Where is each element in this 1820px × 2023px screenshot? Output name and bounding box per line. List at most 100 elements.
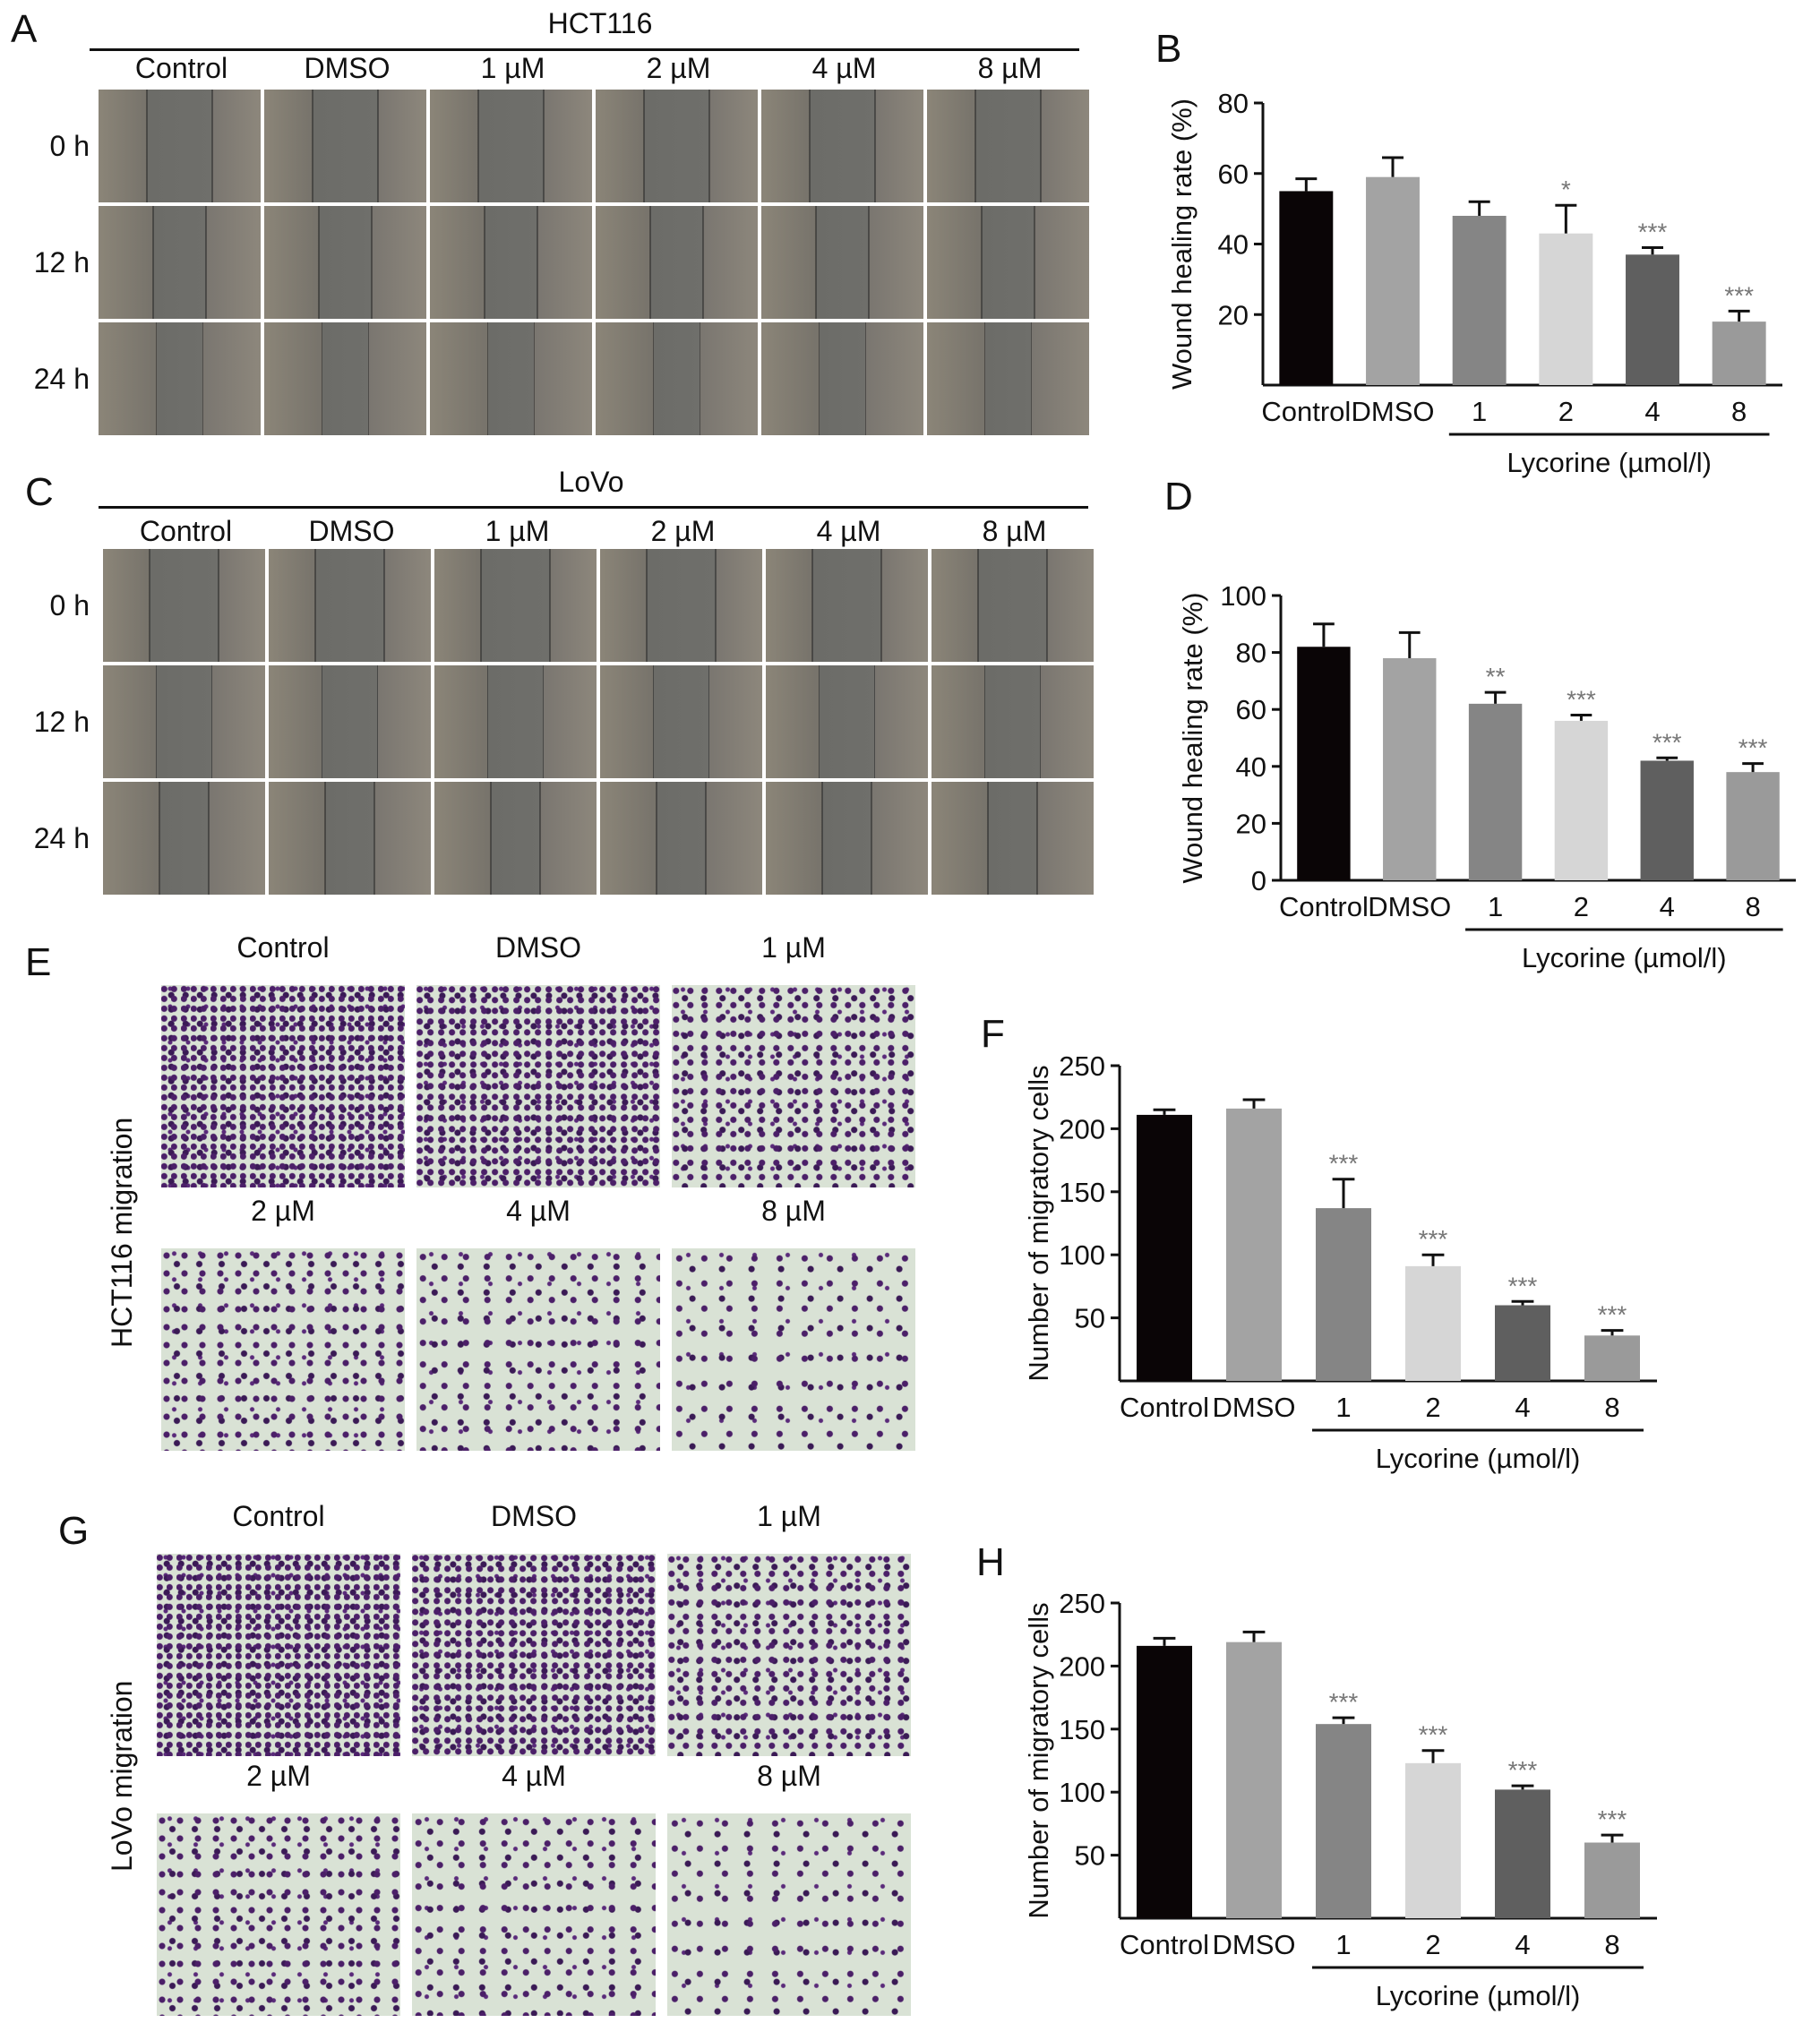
y-tick-label: 150 [1059, 1177, 1105, 1208]
panel-letter-b: B [1155, 27, 1182, 71]
y-tick-label: 50 [1075, 1303, 1105, 1334]
x-tick-label: 1 [1335, 1392, 1351, 1423]
y-tick-label: 100 [1220, 580, 1266, 612]
panel-a-micrograph [264, 206, 426, 319]
x-tick-label: Control [1120, 1929, 1209, 1960]
bar [1137, 1114, 1192, 1381]
panel-c-micrograph [269, 782, 431, 895]
bar [1316, 1208, 1371, 1381]
panel-e-label: DMSO [495, 931, 581, 964]
bar [1366, 176, 1420, 385]
y-tick-label: 200 [1059, 1113, 1105, 1144]
y-tick-label: 250 [1059, 1050, 1105, 1082]
bar [1726, 772, 1780, 880]
x-tick-label: 8 [1604, 1929, 1619, 1960]
panel-e-side-label: HCT116 migration [106, 1117, 138, 1348]
y-tick-label: 20 [1236, 808, 1266, 839]
panel-a-micrograph [761, 90, 923, 202]
x-tick-label: 4 [1515, 1392, 1530, 1423]
y-tick-label: 60 [1236, 694, 1266, 725]
x-tick-label: DMSO [1213, 1392, 1296, 1423]
panel-c-row-label: 0 h [49, 589, 90, 621]
significance-mark: *** [1567, 686, 1596, 714]
x-tick-label: 1 [1488, 891, 1503, 922]
panel-a-micrograph [264, 322, 426, 435]
panel-c-micrograph [931, 549, 1094, 662]
panel-c-micrograph [600, 665, 762, 778]
y-tick-label: 250 [1059, 1588, 1105, 1619]
group-label: Lycorine (µmol/l) [1507, 447, 1712, 478]
panel-c-micrograph [766, 665, 928, 778]
bar [1316, 1724, 1371, 1918]
x-tick-label: 8 [1731, 396, 1747, 427]
bar [1405, 1762, 1461, 1918]
y-tick-label: 60 [1218, 159, 1249, 190]
y-axis-label: Wound healing rate (%) [1177, 592, 1208, 883]
bar [1279, 191, 1334, 385]
bar [1297, 647, 1351, 880]
y-tick-label: 100 [1059, 1239, 1105, 1271]
panel-a-micrograph [927, 322, 1089, 435]
y-tick-label: 80 [1218, 88, 1249, 119]
panel-e-label: 1 µM [761, 931, 826, 964]
panel-e-micrograph [161, 1248, 405, 1451]
bar [1554, 720, 1609, 880]
significance-mark: *** [1598, 1805, 1627, 1833]
panel-c-micrograph [600, 549, 762, 662]
x-tick-label: 2 [1574, 891, 1589, 922]
x-tick-label: 4 [1644, 396, 1660, 427]
panel-a-row-label: 12 h [33, 246, 90, 279]
panel-c-micrograph [103, 549, 265, 662]
x-tick-label: Control [1261, 396, 1351, 427]
panel-a-row-label: 24 h [33, 363, 90, 395]
panel-e-label: 2 µM [251, 1195, 315, 1227]
panel-a-micrograph [99, 206, 261, 319]
y-tick-label: 40 [1218, 229, 1249, 261]
panel-g-micrograph [412, 1813, 656, 2016]
significance-mark: *** [1653, 728, 1682, 756]
significance-mark: *** [1419, 1721, 1448, 1749]
group-label: Lycorine (µmol/l) [1376, 1980, 1581, 2011]
panel-letter-c: C [25, 470, 54, 514]
x-tick-label: DMSO [1352, 396, 1435, 427]
significance-mark: *** [1419, 1225, 1448, 1253]
panel-g-micrograph [667, 1554, 911, 1756]
panel-g-micrograph [157, 1554, 400, 1756]
panel-a-col-label: 4 µM [811, 52, 877, 84]
chart-b: 20 40 60 80 Wound healing rate (%) Control DMS… [1166, 88, 1782, 478]
significance-mark: *** [1329, 1150, 1359, 1178]
panel-e-label: Control [236, 931, 330, 964]
panel-a-micrograph [430, 322, 592, 435]
y-tick-label: 20 [1218, 299, 1249, 330]
panel-c-micrograph [931, 782, 1094, 895]
panel-a-micrograph [927, 90, 1089, 202]
x-tick-label: Control [1120, 1392, 1209, 1423]
panel-e-micrograph [416, 1248, 660, 1451]
panel-e-label: 4 µM [506, 1195, 571, 1227]
panel-e-micrograph [416, 985, 660, 1187]
panel-a-micrograph [430, 90, 592, 202]
bar [1495, 1789, 1550, 1918]
panel-c-col-label: 1 µM [485, 515, 550, 547]
panel-a-col-label: 1 µM [480, 52, 545, 84]
panel-a-micrograph [596, 322, 758, 435]
x-tick-label: DMSO [1368, 891, 1451, 922]
panel-a-micrograph [430, 206, 592, 319]
y-axis-label: Number of migratory cells [1023, 1065, 1054, 1381]
panel-g-micrograph [667, 1813, 911, 2016]
significance-mark: *** [1508, 1756, 1538, 1784]
bar [1226, 1108, 1282, 1381]
panel-c-row-label: 24 h [33, 822, 90, 854]
group-label: Lycorine (µmol/l) [1376, 1443, 1581, 1474]
y-tick-label: 40 [1236, 751, 1266, 783]
panel-c-micrograph [434, 782, 597, 895]
panel-c-col-label: 8 µM [982, 515, 1047, 547]
panel-c-micrograph [434, 665, 597, 778]
panel-a-title: HCT116 [547, 7, 653, 39]
panel-letter-e: E [25, 940, 52, 984]
panel-c-micrograph [931, 665, 1094, 778]
significance-mark: *** [1329, 1688, 1359, 1716]
panel-c-col-label: DMSO [308, 515, 395, 547]
bar [1405, 1265, 1461, 1381]
